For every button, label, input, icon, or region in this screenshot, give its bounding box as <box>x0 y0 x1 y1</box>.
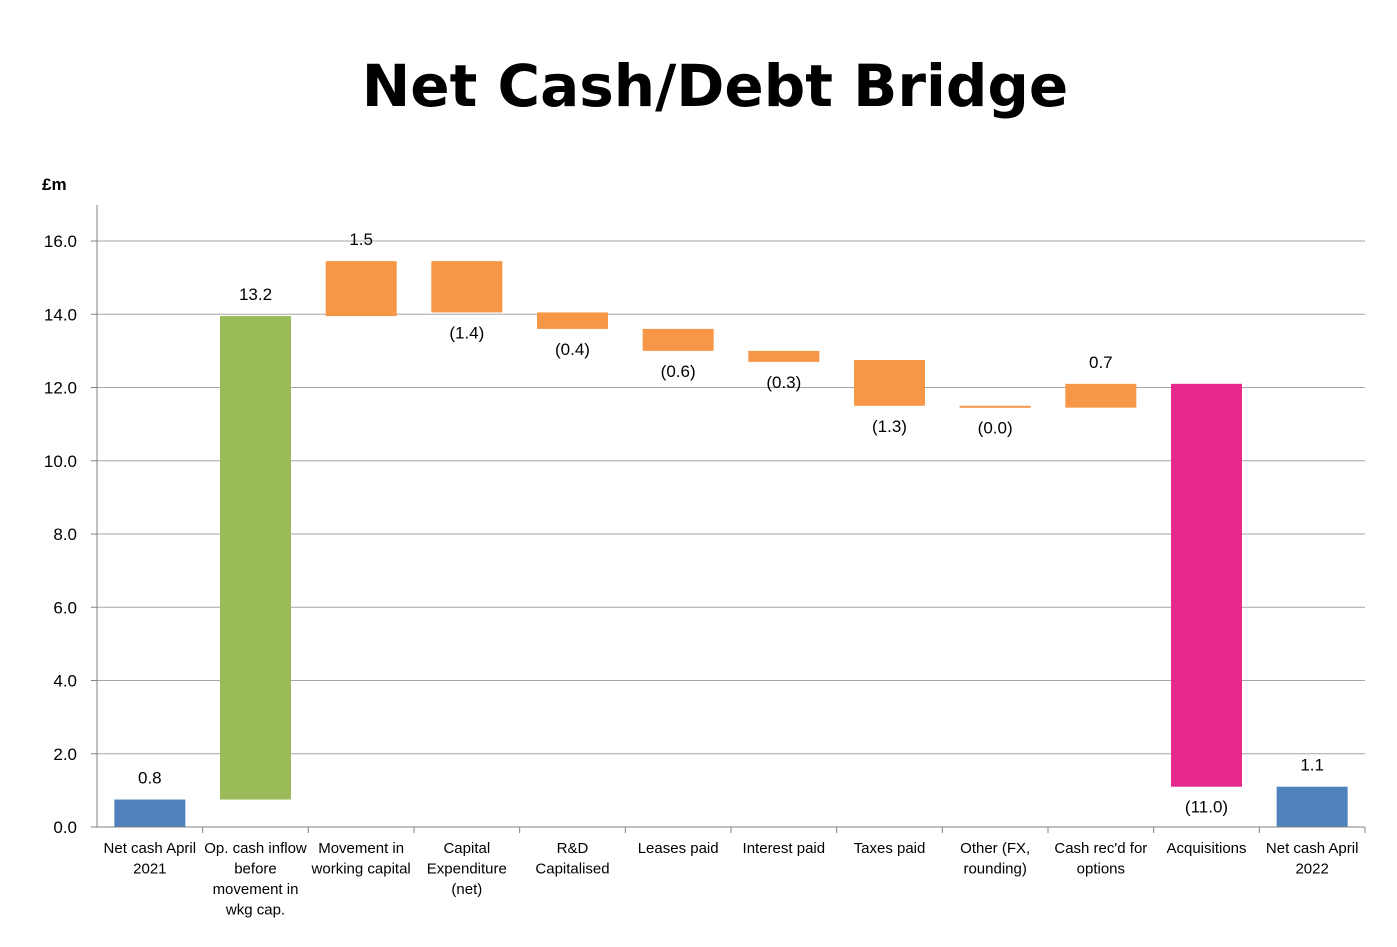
data-label: 0.7 <box>1089 353 1113 372</box>
category-label: Movement in working capital <box>311 840 411 878</box>
bar <box>959 405 1031 408</box>
bar <box>748 350 820 362</box>
data-label: (0.6) <box>661 362 696 381</box>
category-label: Net cash April 2021 <box>104 840 197 878</box>
bar <box>642 328 714 351</box>
bar <box>220 316 291 800</box>
y-tick-label: 12.0 <box>44 379 77 398</box>
y-axis-ticks: 0.0 2.0 4.0 6.0 8.0 10.0 12.0 14.0 16.0 <box>44 232 97 837</box>
y-tick-label: 6.0 <box>53 598 77 617</box>
data-label: (1.4) <box>449 323 484 342</box>
category-label: R&D Capitalised <box>535 840 609 878</box>
category-label: Capital Expenditure (net) <box>427 840 507 898</box>
data-label: (0.3) <box>766 373 801 392</box>
chart-title: Net Cash/Debt Bridge <box>361 52 1069 120</box>
category-label: Net cash April 2022 <box>1266 840 1359 878</box>
category-label: Acquisitions <box>1166 840 1246 857</box>
data-label: (0.4) <box>555 340 590 359</box>
y-tick-label: 0.0 <box>53 818 77 837</box>
data-label: 1.5 <box>349 230 373 249</box>
data-label: (11.0) <box>1185 798 1228 817</box>
data-labels: 0.8 13.2 1.5 (1.4) (0.4) (0.6) (0.3) (1.3) (0.0)… <box>138 230 1324 817</box>
bar <box>1065 383 1137 408</box>
bars <box>114 261 1348 827</box>
category-label: Interest paid <box>743 840 826 857</box>
data-label: (1.3) <box>872 417 907 436</box>
y-tick-label: 4.0 <box>53 672 77 691</box>
bar <box>325 261 397 317</box>
category-label: Cash rec'd for options <box>1054 840 1147 878</box>
gridlines <box>97 240 1365 755</box>
category-label: Leases paid <box>638 840 719 857</box>
data-label: 0.8 <box>138 769 162 788</box>
data-label: 1.1 <box>1300 756 1324 775</box>
category-label: Op. cash inflow before movement in wkg cap. <box>204 840 307 919</box>
category-label: Taxes paid <box>854 840 926 857</box>
bar <box>537 312 608 329</box>
data-label: (0.0) <box>978 419 1013 438</box>
bar <box>1171 383 1242 787</box>
y-axis-unit-label: £m <box>42 175 67 194</box>
y-tick-label: 2.0 <box>53 745 77 764</box>
y-tick-label: 16.0 <box>44 232 77 251</box>
y-tick-label: 10.0 <box>44 452 77 471</box>
bar <box>1276 786 1348 827</box>
y-tick-label: 8.0 <box>53 525 77 544</box>
category-label: Other (FX, rounding) <box>960 840 1030 878</box>
bar <box>431 261 503 313</box>
y-tick-label: 14.0 <box>44 305 77 324</box>
bar <box>854 360 925 406</box>
data-label: 13.2 <box>239 285 272 304</box>
bar <box>114 799 186 827</box>
